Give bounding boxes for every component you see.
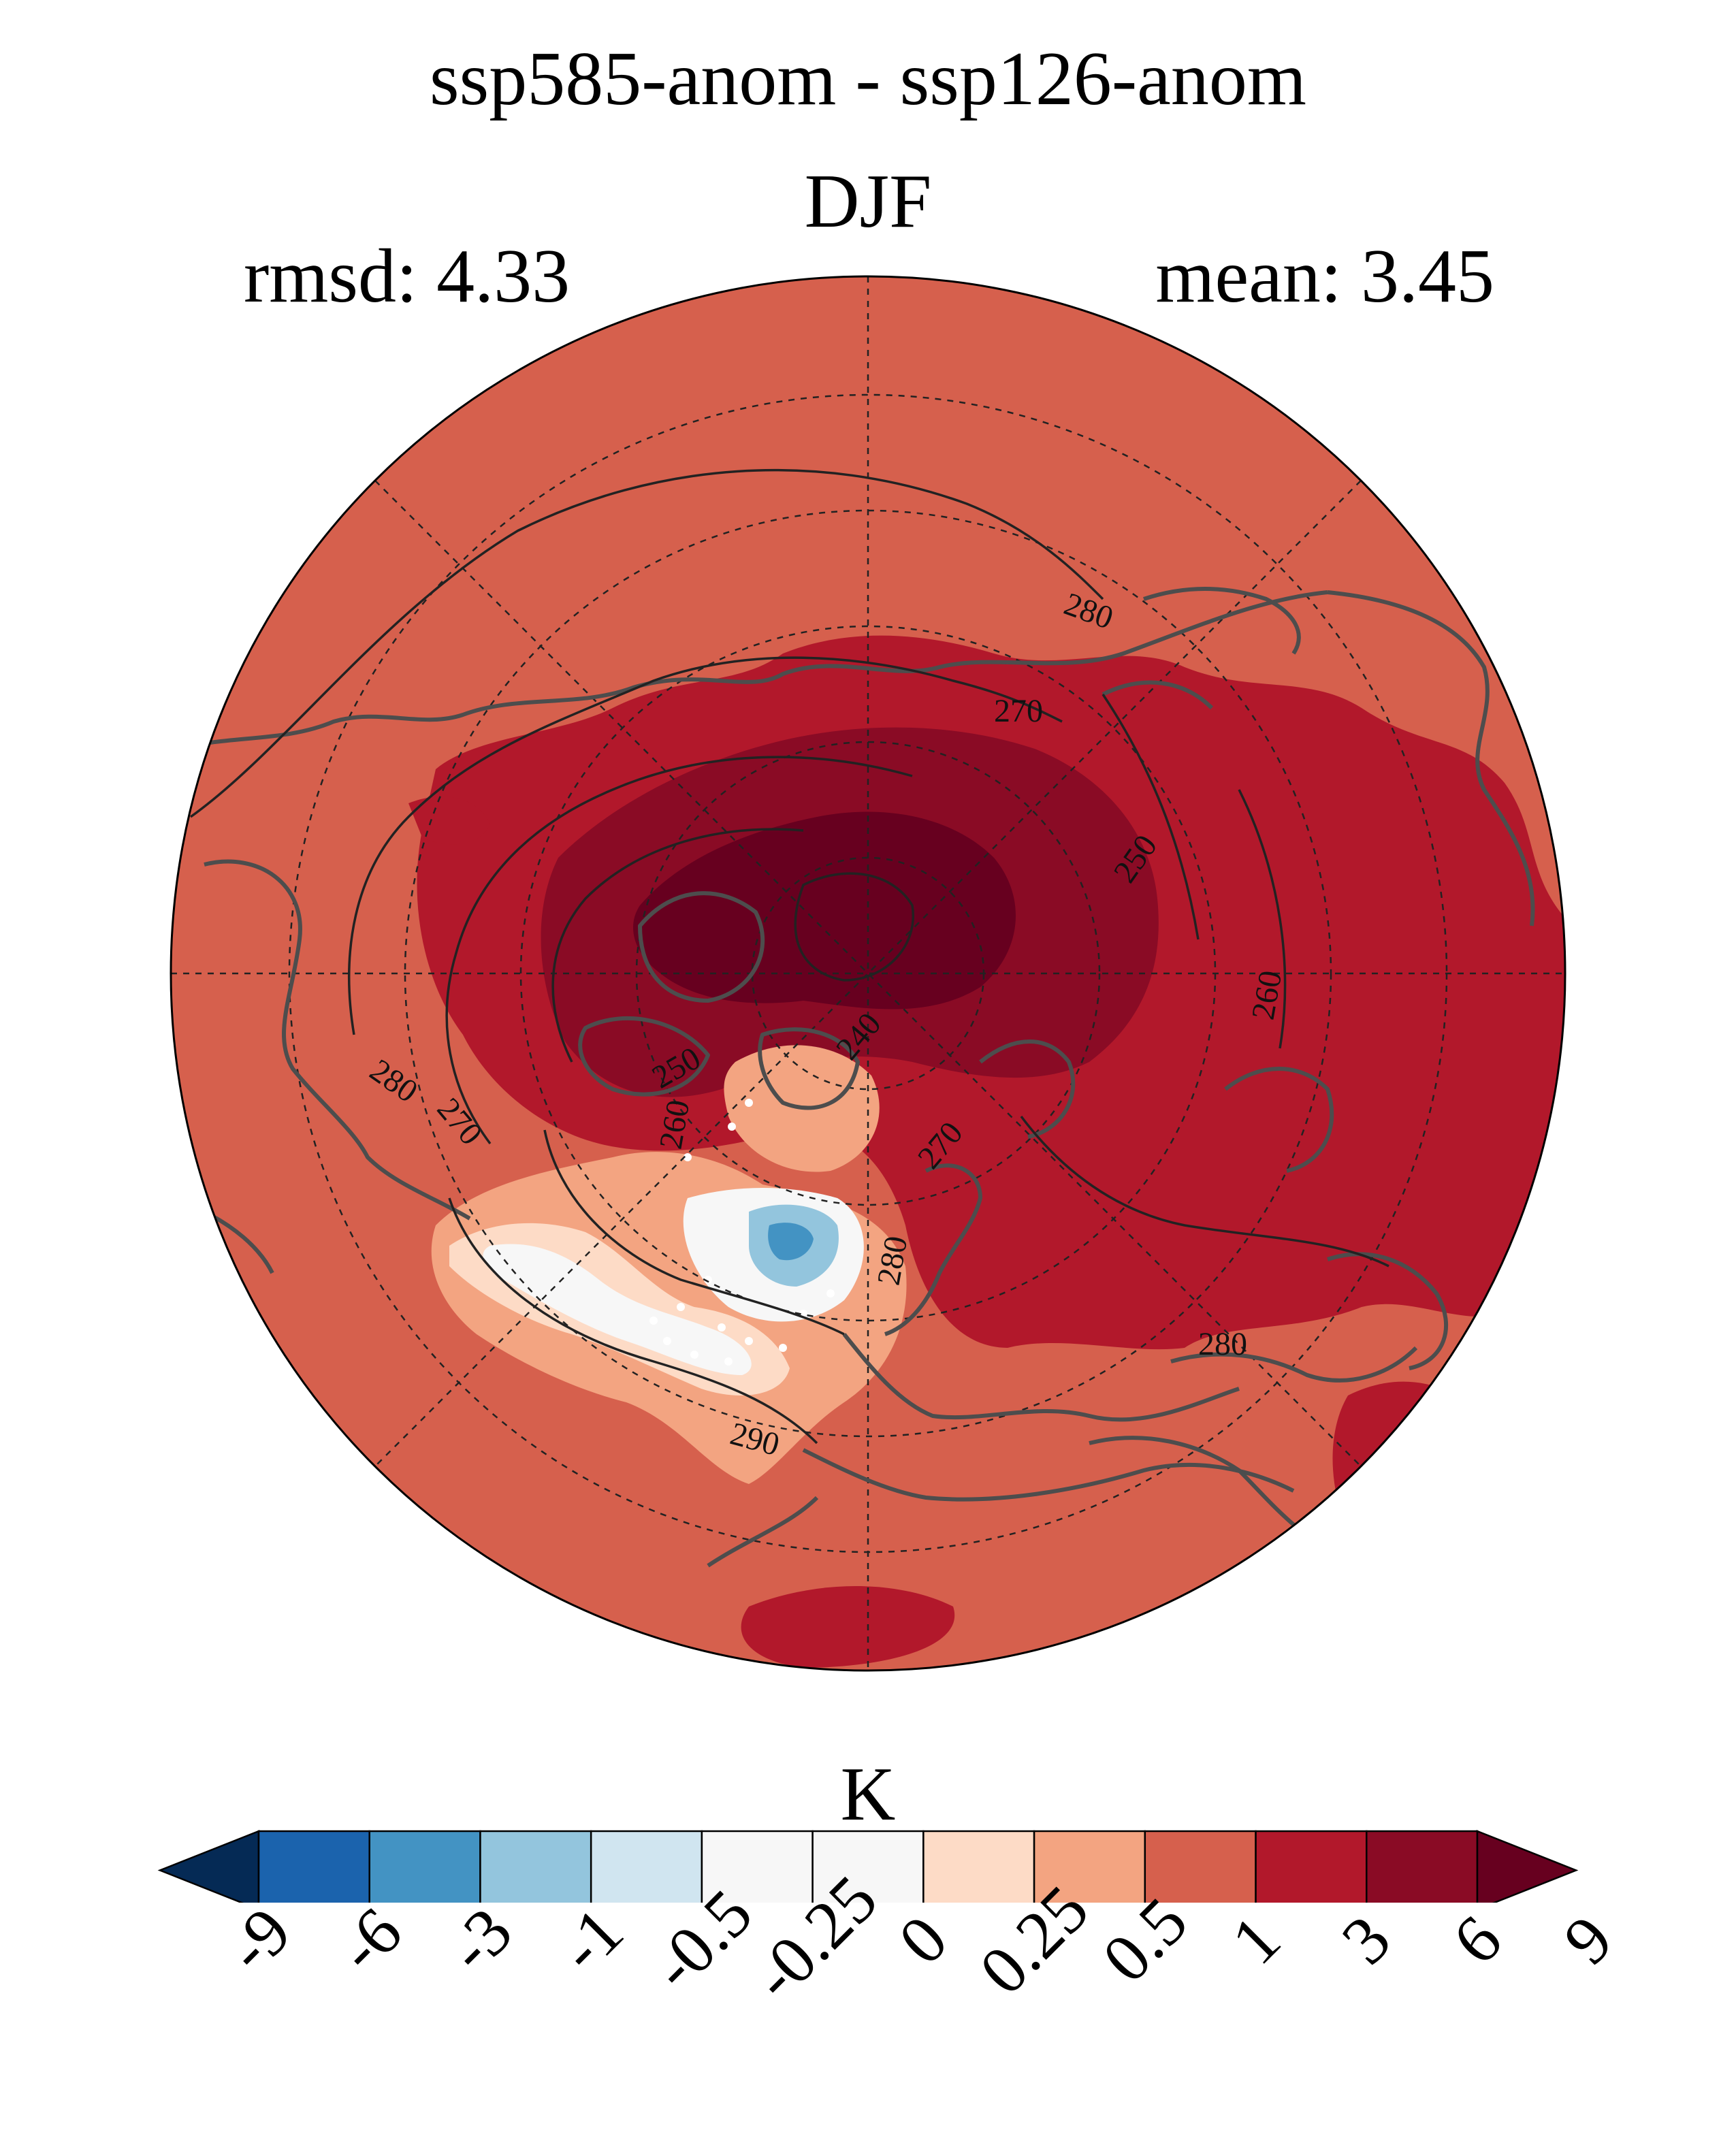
colorbar bbox=[157, 1830, 1579, 1903]
colorbar-box bbox=[1144, 1830, 1257, 1903]
contours bbox=[189, 468, 1389, 1445]
colorbar-box bbox=[922, 1830, 1035, 1903]
map-field: 280 270 250 260 240 250 260 270 280 290 … bbox=[171, 276, 1565, 1671]
coastlines bbox=[176, 587, 1535, 1568]
field-neutral bbox=[483, 1244, 752, 1375]
colorbar-units: K bbox=[840, 1752, 896, 1837]
colorbar-box bbox=[701, 1830, 814, 1903]
contour-label: 270 bbox=[994, 693, 1043, 729]
season-label: DJF bbox=[804, 159, 932, 244]
colorbar-box bbox=[811, 1830, 925, 1903]
rmsd-label: rmsd: 4.33 bbox=[244, 234, 570, 319]
colorbar-box bbox=[1366, 1830, 1479, 1903]
field-3-to-6 bbox=[1332, 1381, 1515, 1591]
figure-title: ssp585-anom - ssp126-anom bbox=[430, 37, 1306, 121]
field-3-to-6 bbox=[408, 796, 490, 845]
colorbar-extend-low bbox=[157, 1830, 260, 1903]
contour-label: 260 bbox=[653, 1097, 697, 1152]
contour-label: 280 bbox=[871, 1233, 915, 1288]
map-boundary bbox=[170, 275, 1566, 1672]
contour-label: 280 bbox=[1198, 1326, 1247, 1362]
colorbar-box bbox=[479, 1830, 592, 1903]
contour-label: 260 bbox=[1245, 968, 1289, 1022]
colorbar-extend-high bbox=[1476, 1830, 1579, 1903]
colorbar-box bbox=[257, 1830, 370, 1903]
colorbar-box bbox=[1255, 1830, 1368, 1903]
field-over-9 bbox=[633, 811, 1016, 1010]
mean-label: mean: 3.45 bbox=[1155, 234, 1494, 319]
graticule bbox=[171, 276, 1565, 1671]
field-negative bbox=[768, 1223, 814, 1261]
polar-map: 280 270 250 260 240 250 260 270 280 290 … bbox=[170, 275, 1566, 1672]
colorbar-box bbox=[368, 1830, 481, 1903]
field-3-to-6 bbox=[741, 1586, 955, 1668]
stippling bbox=[649, 1099, 835, 1366]
